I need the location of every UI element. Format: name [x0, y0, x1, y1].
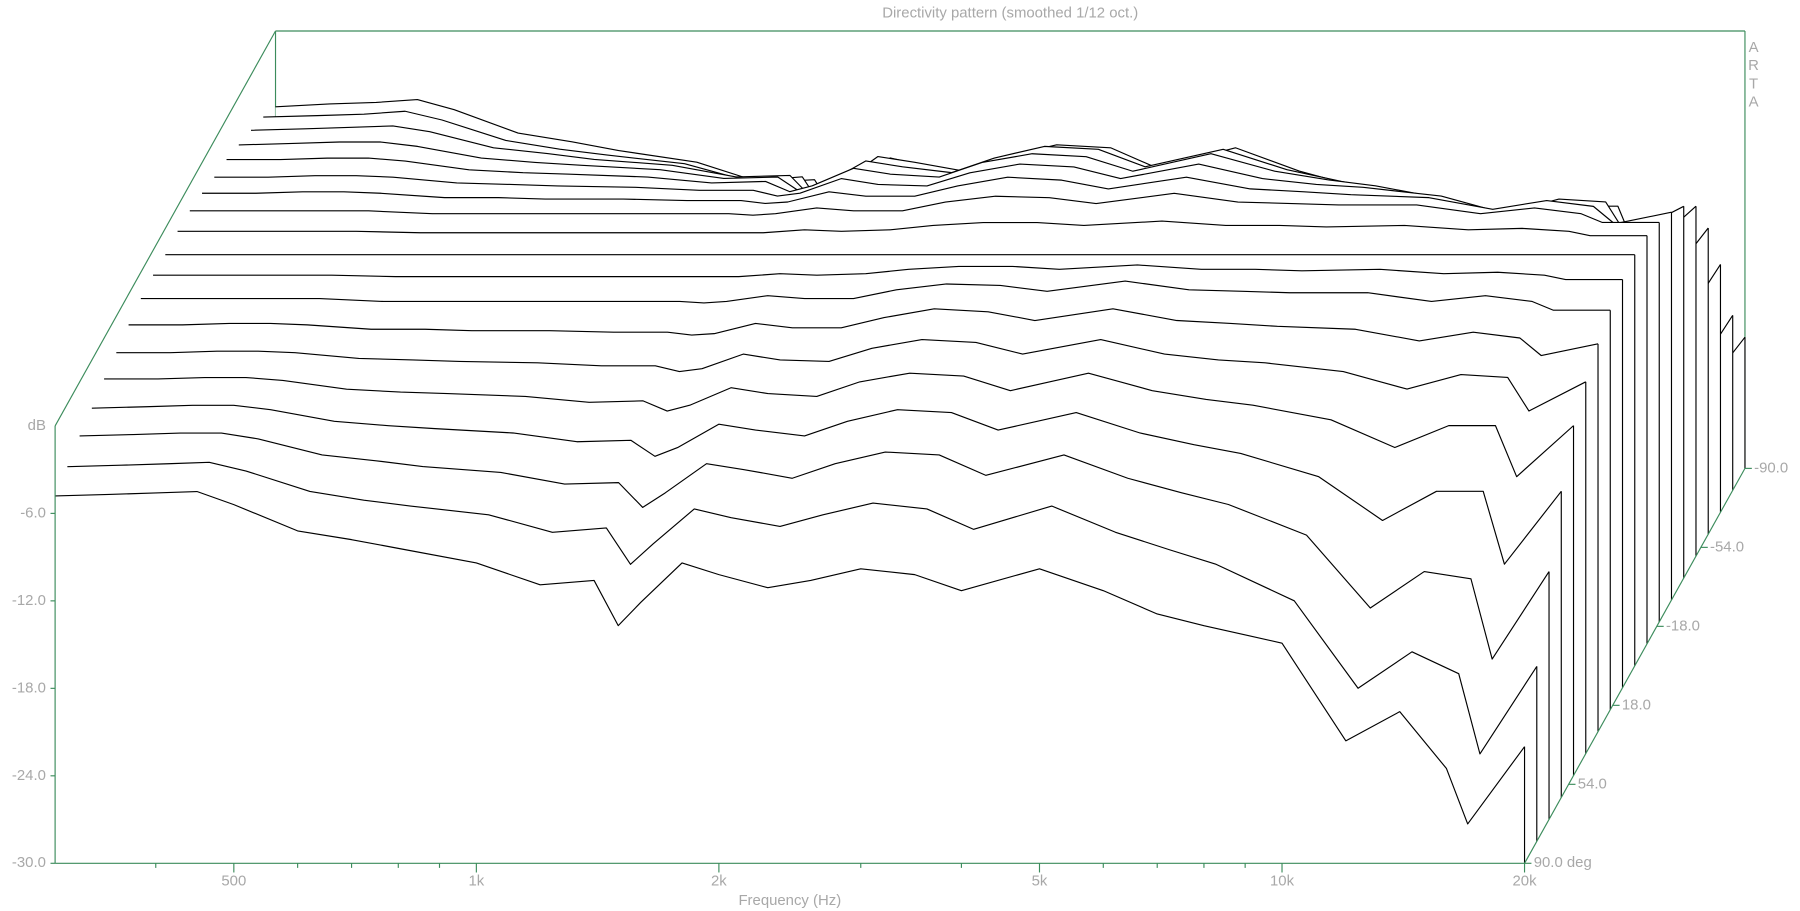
- x-tick-label: 5k: [1032, 873, 1048, 890]
- x-tick-label: 10k: [1270, 873, 1295, 890]
- y-tick-label: -6.0: [20, 504, 46, 521]
- curve: [153, 264, 1623, 281]
- z-axis: [1524, 468, 1746, 864]
- z-tick-label: -18.0: [1666, 617, 1700, 634]
- y-tick-label: -24.0: [12, 767, 46, 784]
- front-frame: 500 1k 2k 5k 10k 20k -30.0 -24.0 -18.0 -12.0 -6.0 -…: [12, 425, 1788, 890]
- curve: [116, 338, 1587, 412]
- y-axis-label: dB: [28, 417, 46, 434]
- z-tick-label: 90.0 deg: [1534, 854, 1592, 871]
- z-tick-label: -90.0: [1754, 459, 1788, 476]
- curve: [177, 220, 1648, 237]
- curve: [189, 192, 1660, 224]
- curves: [55, 98, 1746, 864]
- curve: [67, 461, 1538, 755]
- curve: [214, 163, 1684, 237]
- x-tick-label: 20k: [1513, 873, 1538, 890]
- plot: Directivity pattern (smoothed 1/12 oct.)…: [12, 5, 1788, 909]
- z-tick-label: 18.0: [1622, 696, 1651, 713]
- y-tick-label: -30.0: [12, 854, 46, 871]
- x-tick-label: 2k: [711, 873, 727, 890]
- back-edge: [54, 30, 277, 427]
- z-tick-label: -54.0: [1710, 538, 1744, 555]
- curve: [55, 490, 1526, 825]
- curve: [202, 176, 1672, 225]
- x-axis-label: Frequency (Hz): [738, 892, 841, 909]
- chart-title: Directivity pattern (smoothed 1/12 oct.): [882, 5, 1138, 22]
- z-tick-label: 54.0: [1578, 775, 1607, 792]
- y-tick-label: -12.0: [12, 592, 46, 609]
- curve: [104, 372, 1574, 478]
- x-tick-label: 1k: [468, 873, 484, 890]
- curve-mask: [55, 491, 1525, 864]
- curve: [140, 280, 1611, 311]
- curve: [128, 308, 1599, 357]
- x-tick-label: 500: [221, 873, 246, 890]
- y-tick-label: -18.0: [12, 679, 46, 696]
- watermark: ARTA: [1745, 39, 1762, 112]
- curve: [79, 432, 1550, 660]
- curve: [91, 404, 1562, 565]
